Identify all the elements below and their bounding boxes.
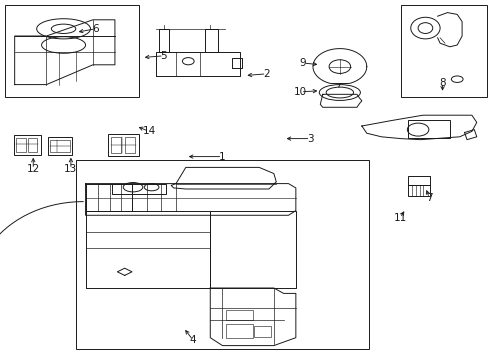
- Bar: [14, 135, 41, 155]
- Bar: [400, 5, 486, 97]
- Bar: [124, 137, 135, 153]
- Text: 9: 9: [299, 58, 306, 68]
- Bar: [48, 137, 72, 155]
- Text: 3: 3: [306, 134, 313, 144]
- Bar: [28, 138, 37, 152]
- Bar: [225, 310, 252, 320]
- Text: 13: 13: [64, 164, 78, 174]
- Text: 1: 1: [219, 152, 225, 162]
- Text: 7: 7: [425, 193, 432, 203]
- Text: 6: 6: [92, 24, 99, 34]
- Bar: [5, 5, 139, 97]
- Bar: [407, 120, 449, 138]
- Bar: [76, 160, 368, 349]
- Bar: [107, 134, 139, 156]
- Text: 8: 8: [438, 78, 445, 88]
- Bar: [225, 324, 252, 338]
- Bar: [407, 185, 429, 196]
- Text: 10: 10: [294, 87, 306, 97]
- Bar: [50, 140, 70, 152]
- Bar: [110, 137, 121, 153]
- Bar: [16, 138, 26, 152]
- Text: 12: 12: [26, 164, 40, 174]
- Text: 5: 5: [160, 51, 167, 61]
- Text: 4: 4: [189, 335, 196, 345]
- Text: 11: 11: [392, 213, 406, 223]
- Text: 14: 14: [142, 126, 156, 136]
- Bar: [254, 326, 271, 337]
- Text: 2: 2: [263, 69, 269, 79]
